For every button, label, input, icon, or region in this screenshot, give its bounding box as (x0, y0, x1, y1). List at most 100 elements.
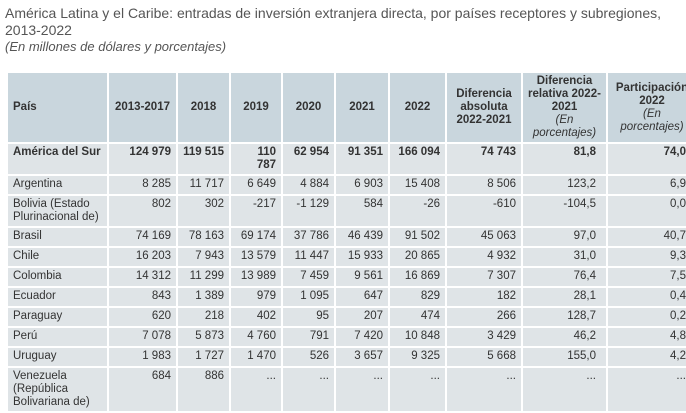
value-cell: 123,2 (521, 174, 608, 196)
value-cell: 91 351 (334, 142, 390, 176)
value-cell: 1 095 (281, 286, 336, 308)
value-cell: 31,0 (521, 246, 608, 268)
value-cell: 69 174 (229, 226, 283, 248)
header-abs-diff: Diferencia absoluta 2022-2021 (445, 71, 523, 144)
value-cell: 28,1 (521, 286, 608, 308)
value-cell: 207 (334, 306, 390, 328)
value-cell: 46 439 (334, 226, 390, 248)
value-cell: 91 502 (388, 226, 447, 248)
header-rel-diff-note: (En porcentajes) (532, 114, 597, 139)
value-cell: 5 668 (445, 346, 523, 368)
value-cell: 124 979 (107, 142, 178, 176)
value-cell: 81,8 (521, 142, 608, 176)
value-cell: 74,0 (606, 142, 686, 176)
value-cell: 76,4 (521, 266, 608, 288)
value-cell: ... (445, 366, 523, 413)
table-row: Colombia 14 312 11 299 13 989 7 459 9 561 16 8… (6, 266, 686, 288)
country-cell: Colombia (6, 266, 109, 288)
value-cell: ... (334, 366, 390, 413)
value-cell: 9,3 (606, 246, 686, 268)
value-cell: 7 307 (445, 266, 523, 288)
value-cell: 40,7 (606, 226, 686, 248)
value-cell: 46,2 (521, 326, 608, 348)
country-cell: Paraguay (6, 306, 109, 328)
value-cell: 3 657 (334, 346, 390, 368)
country-cell: Venezuela (República Bolivariana de) (6, 366, 109, 413)
value-cell: 1 470 (229, 346, 283, 368)
value-cell: 791 (281, 326, 336, 348)
value-cell: 119 515 (176, 142, 231, 176)
header-share-note: (En porcentajes) (620, 107, 684, 133)
country-cell: Bolivia (Estado Plurinacional de) (6, 194, 109, 228)
value-cell: -217 (229, 194, 283, 228)
value-cell: 4 932 (445, 246, 523, 268)
value-cell: 218 (176, 306, 231, 328)
value-cell: 802 (107, 194, 178, 228)
value-cell: 402 (229, 306, 283, 328)
value-cell: 16 869 (388, 266, 447, 288)
value-cell: 15 933 (334, 246, 390, 268)
header-share: Participación 2022 (En porcentajes) (606, 71, 686, 144)
fdi-table: País 2013-2017 2018 2019 2020 2021 2022 … (6, 71, 686, 413)
value-cell: 647 (334, 286, 390, 308)
value-cell: 266 (445, 306, 523, 328)
value-cell: ... (229, 366, 283, 413)
value-cell: 182 (445, 286, 523, 308)
value-cell: 7 943 (176, 246, 231, 268)
header-country: País (6, 71, 109, 144)
subtotal-row: América del Sur 124 979 119 515 110 787 62 9… (6, 142, 686, 176)
value-cell: -104,5 (521, 194, 608, 228)
value-cell: 45 063 (445, 226, 523, 248)
value-cell: 620 (107, 306, 178, 328)
value-cell: 1 389 (176, 286, 231, 308)
header-2022: 2022 (388, 71, 447, 144)
country-cell: Ecuador (6, 286, 109, 308)
header-2020: 2020 (281, 71, 336, 144)
value-cell: 9 561 (334, 266, 390, 288)
value-cell: 97,0 (521, 226, 608, 248)
value-cell: 11 717 (176, 174, 231, 196)
header-2013-2017: 2013-2017 (107, 71, 178, 144)
value-cell: 979 (229, 286, 283, 308)
value-cell: 8 285 (107, 174, 178, 196)
value-cell: 5 873 (176, 326, 231, 348)
table-body: América del Sur 124 979 119 515 110 787 62 9… (6, 142, 686, 413)
value-cell: 8 506 (445, 174, 523, 196)
table-row: Uruguay 1 983 1 727 1 470 526 3 657 9 325 5 668… (6, 346, 686, 368)
value-cell: 74 169 (107, 226, 178, 248)
value-cell: 0,0 (606, 194, 686, 228)
value-cell: 110 787 (229, 142, 283, 176)
value-cell: 0,2 (606, 306, 686, 328)
table-title: América Latina y el Caribe: entradas de … (5, 5, 662, 38)
value-cell: 6,9 (606, 174, 686, 196)
table-row: Argentina 8 285 11 717 6 649 4 884 6 903 15 40… (6, 174, 686, 196)
header-row: País 2013-2017 2018 2019 2020 2021 2022 … (6, 71, 686, 144)
value-cell: 829 (388, 286, 447, 308)
country-cell: América del Sur (6, 142, 109, 176)
value-cell: 1 727 (176, 346, 231, 368)
header-2019: 2019 (229, 71, 283, 144)
value-cell: -26 (388, 194, 447, 228)
table-row: Paraguay 620 218 402 95 207 474 266 128,7 0,2 (6, 306, 686, 328)
value-cell: ... (281, 366, 336, 413)
value-cell: 3 429 (445, 326, 523, 348)
table-row: Chile 16 203 7 943 13 579 11 447 15 933 20 865… (6, 246, 686, 268)
country-cell: Chile (6, 246, 109, 268)
country-cell: Brasil (6, 226, 109, 248)
value-cell: 155,0 (521, 346, 608, 368)
header-2021: 2021 (334, 71, 390, 144)
value-cell: 526 (281, 346, 336, 368)
value-cell: 4 760 (229, 326, 283, 348)
header-share-label: Participación 2022 (615, 81, 686, 107)
value-cell: 0,4 (606, 286, 686, 308)
value-cell: 37 786 (281, 226, 336, 248)
table-row: Bolivia (Estado Plurinacional de) 802 302-… (6, 194, 686, 228)
value-cell: 7 459 (281, 266, 336, 288)
value-cell: 62 954 (281, 142, 336, 176)
value-cell: 302 (176, 194, 231, 228)
header-rel-diff: Diferencia relativa 2022-2021 (En porcent… (521, 71, 608, 144)
value-cell: ... (521, 366, 608, 413)
value-cell: 128,7 (521, 306, 608, 328)
value-cell: ... (606, 366, 686, 413)
value-cell: 474 (388, 306, 447, 328)
